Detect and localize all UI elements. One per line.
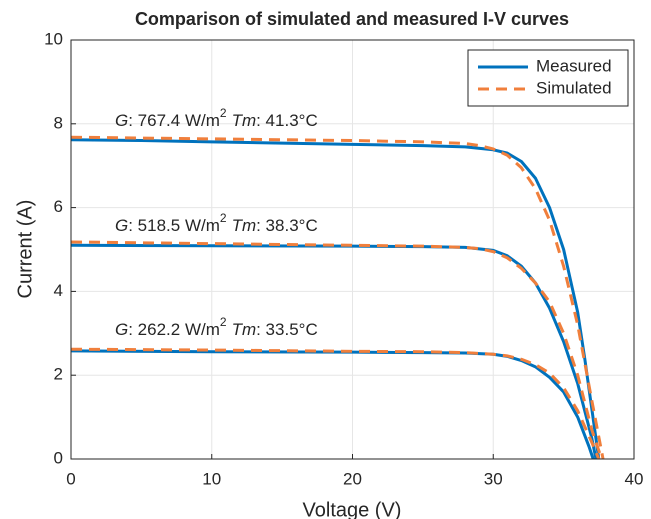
chart-title: Comparison of simulated and measured I-V… [135, 9, 569, 29]
annotation-symbol: G [115, 216, 128, 235]
curve [70, 240, 604, 460]
curve [70, 138, 601, 460]
annotation-symbol: G [115, 320, 128, 339]
annotation-text: : 38.3°C [256, 216, 318, 235]
x-axis-label: Voltage (V) [303, 499, 402, 519]
y-tick-label: 10 [44, 29, 63, 48]
annotation-text: : 767.4 W/m [128, 111, 220, 130]
annotation: G: 262.2 W/m2 Tm: 33.5°C [115, 315, 318, 339]
legend-label: Simulated [536, 78, 612, 97]
annotation-sup: 2 [220, 211, 227, 225]
annotation: G: 518.5 W/m2 Tm: 38.3°C [115, 211, 318, 235]
legend: Measured Simulated [467, 49, 629, 107]
annotations: G: 767.4 W/m2 Tm: 41.3°CG: 518.5 W/m2 Tm: … [115, 106, 318, 339]
y-tick-label: 0 [54, 448, 63, 467]
legend-box [467, 49, 629, 107]
annotation-symbol: Tm [232, 111, 257, 130]
curve [70, 135, 605, 460]
y-tick-label: 2 [54, 365, 63, 384]
y-tick-label: 8 [54, 113, 63, 132]
x-tick-label: 20 [343, 469, 362, 488]
x-tick-label: 0 [66, 469, 75, 488]
lines [70, 135, 605, 460]
y-axis-label: Current (A) [14, 200, 36, 299]
legend-label: Measured [536, 56, 612, 75]
annotation-sup: 2 [220, 106, 227, 120]
y-tick-label: 4 [54, 281, 63, 300]
annotation-symbol: Tm [232, 320, 257, 339]
x-tick-label: 40 [625, 469, 644, 488]
x-tick-label: 10 [202, 469, 221, 488]
annotation-text: : 262.2 W/m [128, 320, 220, 339]
annotation-symbol: G [115, 111, 128, 130]
annotation: G: 767.4 W/m2 Tm: 41.3°C [115, 106, 318, 130]
annotation-symbol: Tm [232, 216, 257, 235]
annotation-text: : 518.5 W/m [128, 216, 220, 235]
x-tick-label: 30 [484, 469, 503, 488]
ticks: 0 10 20 30 40 0 2 4 6 8 10 [44, 29, 643, 488]
annotation-text: : 33.5°C [256, 320, 318, 339]
annotation-sup: 2 [220, 315, 227, 329]
annotation-text: : 41.3°C [256, 111, 318, 130]
y-tick-label: 6 [54, 197, 63, 216]
curve [70, 347, 601, 460]
